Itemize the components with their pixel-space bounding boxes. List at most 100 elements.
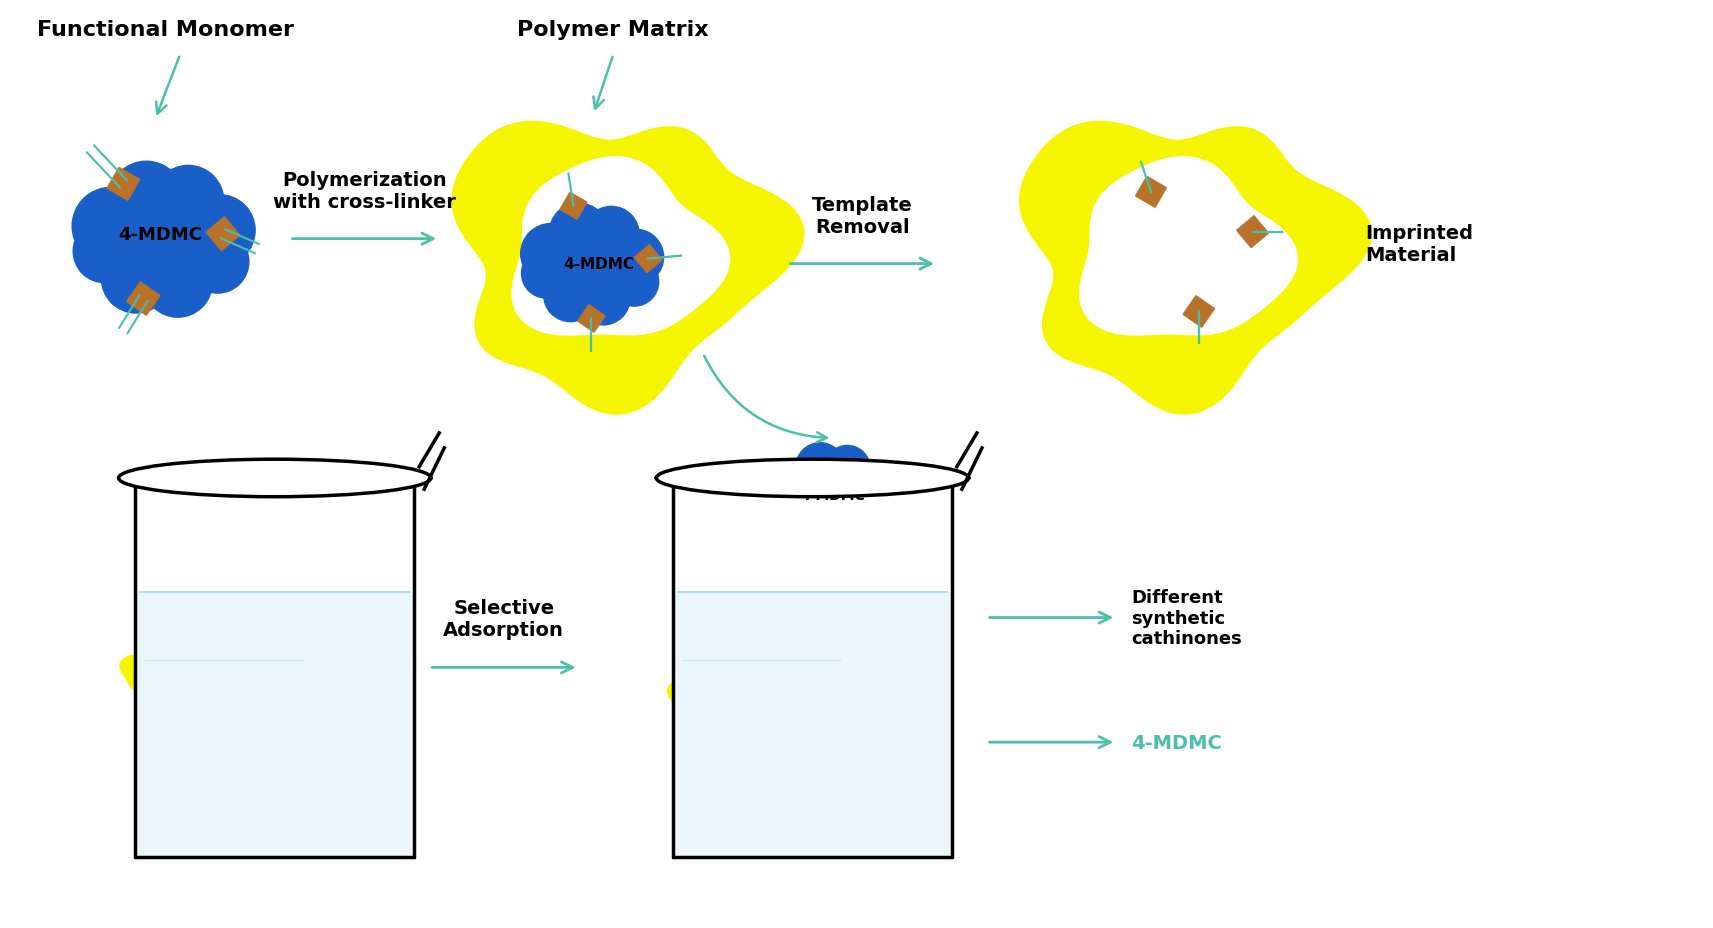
Circle shape bbox=[72, 188, 149, 265]
Polygon shape bbox=[127, 282, 159, 316]
Circle shape bbox=[337, 690, 353, 707]
Circle shape bbox=[807, 750, 822, 765]
Circle shape bbox=[824, 446, 870, 492]
Polygon shape bbox=[512, 157, 730, 336]
Polygon shape bbox=[692, 678, 749, 717]
Circle shape bbox=[339, 698, 360, 717]
Circle shape bbox=[218, 625, 235, 642]
Polygon shape bbox=[206, 217, 240, 251]
Polygon shape bbox=[673, 592, 952, 857]
Circle shape bbox=[204, 644, 221, 661]
Circle shape bbox=[740, 619, 754, 632]
Circle shape bbox=[719, 680, 737, 697]
Circle shape bbox=[701, 693, 716, 708]
Circle shape bbox=[749, 620, 762, 633]
Circle shape bbox=[344, 710, 360, 725]
Circle shape bbox=[742, 603, 755, 617]
Circle shape bbox=[543, 268, 598, 322]
Circle shape bbox=[901, 670, 913, 683]
Circle shape bbox=[728, 696, 743, 711]
Text: Selective
Adsorption: Selective Adsorption bbox=[444, 599, 564, 639]
Ellipse shape bbox=[118, 459, 432, 497]
Polygon shape bbox=[761, 714, 856, 778]
Polygon shape bbox=[707, 590, 800, 643]
Polygon shape bbox=[728, 604, 779, 633]
Polygon shape bbox=[144, 653, 202, 692]
Circle shape bbox=[817, 745, 831, 759]
Circle shape bbox=[709, 679, 728, 697]
Circle shape bbox=[773, 460, 822, 510]
Circle shape bbox=[892, 679, 906, 691]
Circle shape bbox=[755, 610, 769, 623]
Polygon shape bbox=[300, 640, 346, 673]
Circle shape bbox=[846, 488, 887, 529]
Circle shape bbox=[802, 737, 822, 757]
Circle shape bbox=[101, 245, 170, 314]
Circle shape bbox=[886, 678, 898, 691]
Circle shape bbox=[887, 664, 901, 677]
Circle shape bbox=[346, 691, 361, 707]
Circle shape bbox=[743, 609, 762, 626]
Polygon shape bbox=[713, 558, 752, 598]
Polygon shape bbox=[874, 661, 920, 692]
Polygon shape bbox=[1136, 177, 1167, 208]
Circle shape bbox=[329, 703, 343, 717]
Circle shape bbox=[224, 632, 242, 650]
Circle shape bbox=[728, 687, 743, 704]
Circle shape bbox=[880, 668, 894, 682]
Polygon shape bbox=[1184, 296, 1215, 328]
Circle shape bbox=[797, 444, 845, 492]
Circle shape bbox=[791, 736, 809, 753]
Polygon shape bbox=[666, 663, 771, 731]
Circle shape bbox=[608, 230, 663, 286]
Polygon shape bbox=[135, 592, 415, 857]
Circle shape bbox=[355, 705, 368, 719]
Polygon shape bbox=[673, 479, 952, 857]
Polygon shape bbox=[106, 168, 140, 201]
Polygon shape bbox=[283, 632, 365, 688]
Text: Imprinted
Material: Imprinted Material bbox=[1365, 224, 1473, 264]
Circle shape bbox=[206, 624, 224, 642]
Circle shape bbox=[152, 166, 224, 238]
Circle shape bbox=[819, 499, 863, 544]
Polygon shape bbox=[1237, 216, 1268, 249]
Circle shape bbox=[798, 749, 814, 764]
Circle shape bbox=[197, 638, 212, 653]
Text: 4-MDMC: 4-MDMC bbox=[800, 488, 865, 502]
Circle shape bbox=[550, 204, 608, 263]
Circle shape bbox=[800, 730, 817, 747]
Circle shape bbox=[353, 698, 368, 714]
Circle shape bbox=[214, 645, 231, 663]
Circle shape bbox=[901, 677, 913, 688]
Circle shape bbox=[187, 231, 248, 294]
Circle shape bbox=[757, 616, 769, 628]
Circle shape bbox=[880, 675, 892, 686]
Circle shape bbox=[584, 207, 639, 263]
Polygon shape bbox=[250, 720, 305, 756]
Circle shape bbox=[209, 631, 231, 654]
Circle shape bbox=[735, 608, 750, 623]
Circle shape bbox=[197, 630, 216, 650]
Text: Template
Removal: Template Removal bbox=[812, 196, 913, 237]
Text: Polymer Matrix: Polymer Matrix bbox=[517, 20, 709, 40]
Polygon shape bbox=[855, 651, 937, 707]
Text: Polymerization
with cross-linker: Polymerization with cross-linker bbox=[272, 171, 456, 212]
Circle shape bbox=[108, 162, 183, 238]
Circle shape bbox=[557, 228, 629, 301]
Circle shape bbox=[224, 640, 242, 656]
Circle shape bbox=[610, 258, 660, 307]
Polygon shape bbox=[783, 730, 838, 767]
Text: 4-MDMC: 4-MDMC bbox=[118, 226, 202, 243]
Polygon shape bbox=[228, 703, 324, 767]
Circle shape bbox=[791, 496, 836, 541]
Text: 4-MDMC: 4-MDMC bbox=[1131, 733, 1221, 752]
Circle shape bbox=[889, 669, 906, 686]
Polygon shape bbox=[216, 754, 254, 792]
Circle shape bbox=[773, 482, 814, 522]
Polygon shape bbox=[577, 305, 605, 333]
Circle shape bbox=[894, 664, 908, 677]
Polygon shape bbox=[139, 720, 182, 765]
Polygon shape bbox=[634, 245, 661, 273]
Circle shape bbox=[810, 731, 826, 747]
Circle shape bbox=[713, 687, 733, 708]
